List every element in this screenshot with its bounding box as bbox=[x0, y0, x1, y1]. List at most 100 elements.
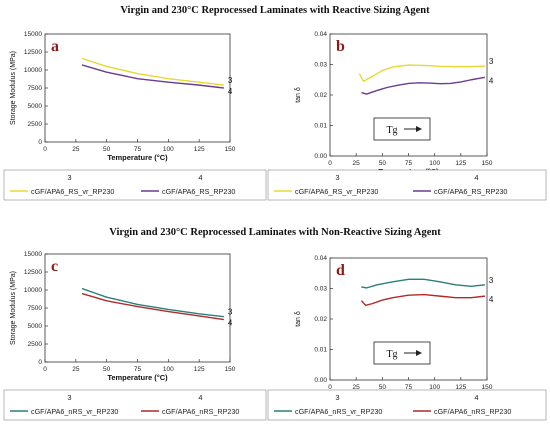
legend-entry: cGF/APA6_nRS_RP230 bbox=[162, 407, 239, 416]
legend-number: 4 bbox=[198, 393, 202, 402]
panel-letter: c bbox=[51, 258, 58, 275]
series-line-2 bbox=[361, 76, 486, 95]
y-tick-label: 2500 bbox=[28, 341, 43, 348]
series-end-label: 4 bbox=[228, 87, 233, 96]
y-axis-label: Storage Modulus (MPa) bbox=[10, 51, 17, 125]
legend-number: 3 bbox=[67, 173, 71, 182]
y-tick-label: 0.04 bbox=[314, 255, 327, 262]
legend-frame bbox=[3, 169, 267, 201]
x-tick-label: 150 bbox=[225, 366, 236, 373]
x-tick-label: 50 bbox=[103, 366, 111, 373]
legend-frame bbox=[3, 389, 267, 421]
tg-box bbox=[373, 117, 431, 141]
legend-entry: cGF/APA6_RS_RP230 bbox=[434, 187, 507, 196]
tg-arrow-head bbox=[416, 126, 422, 132]
x-tick-label: 25 bbox=[353, 384, 361, 391]
x-tick-label: 75 bbox=[134, 366, 142, 373]
x-tick-label: 100 bbox=[429, 160, 440, 167]
y-tick-label: 7500 bbox=[28, 85, 43, 92]
legend-entry: cGF/APA6_RS_vr_RP230 bbox=[31, 187, 114, 196]
panel-letter: a bbox=[51, 38, 59, 55]
series-line-2 bbox=[81, 292, 224, 321]
plot-frame bbox=[44, 253, 231, 363]
series-line-1 bbox=[361, 278, 485, 289]
x-axis-label: Temperature (°C) bbox=[107, 153, 168, 162]
tg-label: Tg bbox=[386, 349, 397, 360]
x-tick-label: 25 bbox=[72, 146, 80, 153]
y-tick-label: 10000 bbox=[24, 67, 42, 74]
y-tick-label: 0 bbox=[38, 359, 42, 366]
x-tick-label: 100 bbox=[163, 366, 174, 373]
x-tick-label: 25 bbox=[353, 160, 361, 167]
legend-entry: cGF/APA6_nRS_RP230 bbox=[434, 407, 511, 416]
x-tick-label: 150 bbox=[225, 146, 236, 153]
y-axis-label: tan δ bbox=[295, 87, 302, 103]
y-tick-label: 5000 bbox=[28, 103, 43, 110]
y-tick-label: 0.02 bbox=[314, 92, 327, 99]
tg-box bbox=[373, 341, 431, 365]
x-tick-label: 150 bbox=[482, 160, 493, 167]
panels: 0 25 50 75 100 125 150025005000750010000125001… bbox=[3, 31, 547, 421]
y-tick-label: 0.00 bbox=[314, 377, 327, 384]
legend-number: 3 bbox=[335, 393, 339, 402]
x-tick-label: 125 bbox=[455, 160, 466, 167]
y-tick-label: 2500 bbox=[28, 121, 43, 128]
legend-frame bbox=[267, 389, 547, 421]
panel-c: 0 25 50 75 100 125 150 0 2500 5000 7500 10000 12500 1… bbox=[3, 251, 267, 421]
series-line-1 bbox=[81, 287, 224, 318]
y-tick-label: 0.02 bbox=[314, 316, 327, 323]
legend-number: 4 bbox=[474, 173, 478, 182]
legend-frame bbox=[267, 169, 547, 201]
x-tick-label: 100 bbox=[163, 146, 174, 153]
tg-annotation: Tg bbox=[373, 117, 431, 141]
legend-entry: cGF/APA6_RS_RP230 bbox=[162, 187, 235, 196]
panel-letter: b bbox=[336, 38, 345, 55]
legend-entry: cGF/APA6_nRS_vr_RP230 bbox=[295, 407, 382, 416]
x-tick-label: 50 bbox=[103, 146, 111, 153]
x-tick-label: 0 bbox=[328, 384, 332, 391]
series-end-label: 3 bbox=[489, 57, 494, 66]
series-line-2 bbox=[81, 64, 224, 89]
series-end-label: 3 bbox=[228, 76, 233, 85]
x-tick-label: 0 bbox=[43, 146, 47, 153]
y-tick-label: 0.01 bbox=[314, 123, 327, 130]
x-tick-label: 25 bbox=[72, 366, 80, 373]
x-tick-label: 125 bbox=[455, 384, 466, 391]
tg-label: Tg bbox=[386, 125, 397, 136]
series-end-label: 4 bbox=[489, 295, 494, 304]
x-tick-label: 150 bbox=[482, 384, 493, 391]
x-tick-label: 50 bbox=[379, 384, 387, 391]
plot-frame bbox=[44, 33, 231, 143]
x-tick-label: 50 bbox=[379, 160, 387, 167]
y-tick-label: 12500 bbox=[24, 49, 42, 56]
x-tick-label: 0 bbox=[43, 366, 47, 373]
y-tick-label: 7500 bbox=[28, 305, 43, 312]
y-tick-label: 15000 bbox=[24, 31, 42, 38]
legend-number: 3 bbox=[67, 393, 71, 402]
x-tick-label: 125 bbox=[194, 146, 205, 153]
series-end-label: 4 bbox=[489, 76, 494, 85]
figure-title-bottom: Virgin and 230°C Reprocessed Laminates w… bbox=[109, 227, 441, 238]
panel-d: 02550751001251500.000.010.020.030.04Temp… bbox=[267, 255, 547, 421]
y-tick-label: 12500 bbox=[24, 269, 42, 276]
series-line-2 bbox=[360, 293, 485, 306]
series-line-1 bbox=[358, 64, 485, 82]
series-end-label: 3 bbox=[489, 276, 494, 285]
y-tick-label: 0.03 bbox=[314, 286, 327, 293]
legend-number: 4 bbox=[474, 393, 478, 402]
y-tick-label: 5000 bbox=[28, 323, 43, 330]
x-tick-label: 75 bbox=[405, 384, 413, 391]
legend-number: 4 bbox=[198, 173, 202, 182]
legend: 3 cGF/APA6_nRS_vr_RP230 4 cGF/APA6_nRS_RP23… bbox=[267, 389, 547, 421]
x-tick-label: 75 bbox=[405, 160, 413, 167]
tg-arrow-head bbox=[416, 350, 422, 356]
series-line-1 bbox=[81, 57, 224, 86]
panel-b: 02550751001251500.000.010.020.030.04Temp… bbox=[267, 31, 547, 201]
y-tick-label: 0.03 bbox=[314, 62, 327, 69]
y-tick-label: 0.01 bbox=[314, 347, 327, 354]
y-axis-label: Storage Modulus (MPa) bbox=[10, 271, 17, 345]
x-tick-label: 125 bbox=[194, 366, 205, 373]
y-tick-label: 0 bbox=[38, 139, 42, 146]
legend: 3 cGF/APA6_RS_vr_RP230 4 cGF/APA6_RS_RP230 bbox=[267, 169, 547, 201]
